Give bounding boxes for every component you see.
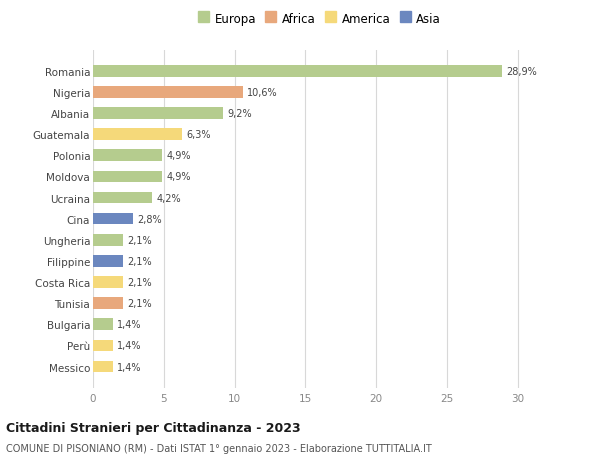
Text: 28,9%: 28,9% bbox=[506, 67, 537, 77]
Text: 10,6%: 10,6% bbox=[247, 88, 278, 98]
Text: 1,4%: 1,4% bbox=[117, 319, 142, 330]
Bar bbox=[93, 319, 113, 330]
Text: 1,4%: 1,4% bbox=[117, 362, 142, 372]
Bar bbox=[93, 129, 182, 140]
Bar bbox=[93, 298, 123, 309]
Text: 1,4%: 1,4% bbox=[117, 341, 142, 351]
Text: 2,1%: 2,1% bbox=[127, 277, 152, 287]
Bar bbox=[93, 256, 123, 267]
Text: 9,2%: 9,2% bbox=[227, 109, 252, 119]
Text: 4,9%: 4,9% bbox=[167, 172, 191, 182]
Text: 2,1%: 2,1% bbox=[127, 256, 152, 266]
Bar bbox=[93, 192, 152, 204]
Text: 4,9%: 4,9% bbox=[167, 151, 191, 161]
Bar bbox=[93, 108, 223, 120]
Text: 2,1%: 2,1% bbox=[127, 298, 152, 308]
Legend: Europa, Africa, America, Asia: Europa, Africa, America, Asia bbox=[198, 12, 441, 26]
Text: Cittadini Stranieri per Cittadinanza - 2023: Cittadini Stranieri per Cittadinanza - 2… bbox=[6, 421, 301, 434]
Bar bbox=[93, 277, 123, 288]
Text: 6,3%: 6,3% bbox=[187, 130, 211, 140]
Text: 2,1%: 2,1% bbox=[127, 235, 152, 245]
Bar bbox=[93, 171, 163, 183]
Text: 4,2%: 4,2% bbox=[157, 193, 181, 203]
Bar bbox=[93, 361, 113, 373]
Bar bbox=[93, 87, 243, 99]
Bar bbox=[93, 150, 163, 162]
Bar bbox=[93, 235, 123, 246]
Text: 2,8%: 2,8% bbox=[137, 214, 161, 224]
Bar bbox=[93, 66, 502, 78]
Text: COMUNE DI PISONIANO (RM) - Dati ISTAT 1° gennaio 2023 - Elaborazione TUTTITALIA.: COMUNE DI PISONIANO (RM) - Dati ISTAT 1°… bbox=[6, 443, 432, 453]
Bar bbox=[93, 340, 113, 352]
Bar bbox=[93, 213, 133, 225]
